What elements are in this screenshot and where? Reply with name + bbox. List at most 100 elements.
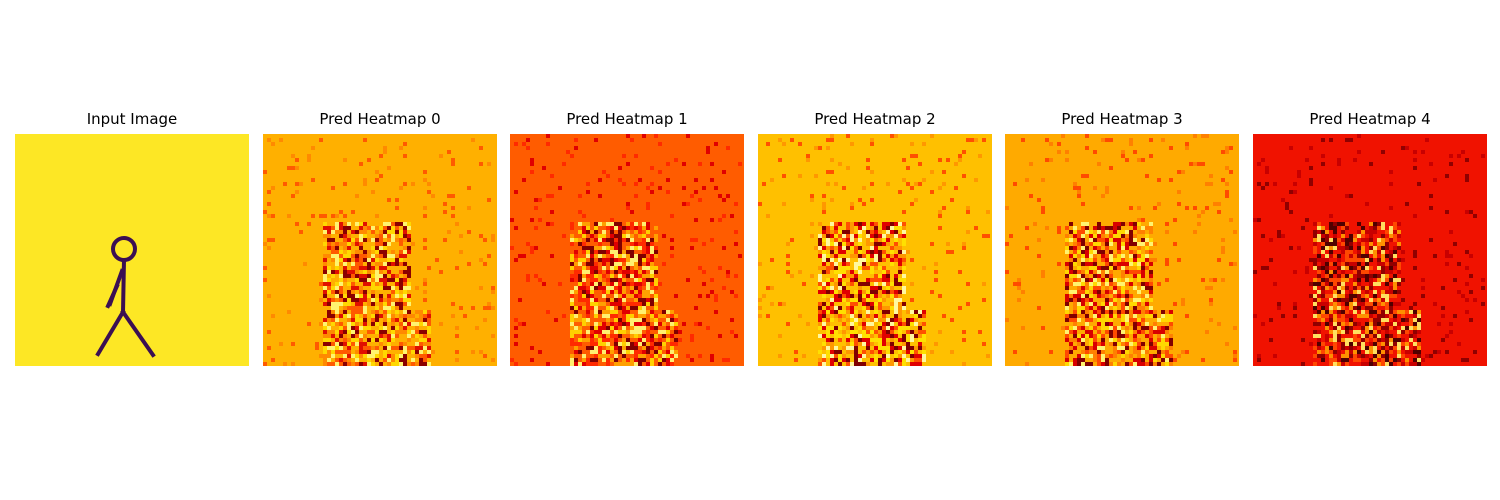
heatmap-cell [1413, 254, 1417, 258]
heatmap-cell [918, 326, 922, 330]
heatmap-cell [1161, 326, 1165, 330]
heatmap-cell [359, 162, 363, 166]
heatmap-cell [726, 358, 730, 362]
heatmap-cell [1149, 314, 1153, 318]
heatmap-cell [327, 282, 331, 286]
heatmap-cell [295, 182, 299, 186]
heatmap-cell [1077, 302, 1081, 306]
heatmap-cell [646, 302, 650, 306]
heatmap-cell [822, 210, 826, 214]
heatmap-cell [826, 338, 830, 342]
heatmap-cell [858, 238, 862, 242]
heatmap-cell [646, 290, 650, 294]
heatmap-cell [1449, 154, 1453, 158]
heatmap-cell [886, 342, 890, 346]
heatmap-cell [594, 138, 598, 142]
heatmap-cell [1081, 334, 1085, 338]
heatmap-cell [1005, 318, 1009, 322]
heatmap-cell [670, 322, 674, 326]
heatmap-cell [622, 286, 626, 290]
heatmap-cell [826, 242, 830, 246]
heatmap-cell [351, 294, 355, 298]
heatmap-cell [854, 222, 858, 226]
heatmap-cell [662, 346, 666, 350]
heatmap-cell [770, 258, 774, 262]
heatmap-cell [1093, 302, 1097, 306]
heatmap-cell [642, 318, 646, 322]
heatmap-cell [1373, 230, 1377, 234]
heatmap-cell [351, 342, 355, 346]
heatmap-cell [1381, 342, 1385, 346]
heatmap-cell [1173, 302, 1177, 306]
heatmap-cell [858, 310, 862, 314]
heatmap-cell [590, 234, 594, 238]
heatmap-cell [1153, 314, 1157, 318]
heatmap-cell [479, 350, 483, 354]
heatmap-cell [1221, 150, 1225, 154]
heatmap-cell [367, 266, 371, 270]
heatmap-cell [331, 350, 335, 354]
heatmap-cell [822, 246, 826, 250]
heatmap-cell [371, 238, 375, 242]
heatmap-cell [1125, 298, 1129, 302]
heatmap-cell [331, 186, 335, 190]
heatmap-cell [351, 258, 355, 262]
heatmap-cell [602, 350, 606, 354]
heatmap-cell [1133, 226, 1137, 230]
heatmap-cell [363, 282, 367, 286]
heatmap-cell [874, 350, 878, 354]
heatmap-cell [1413, 150, 1417, 154]
heatmap-cell [838, 318, 842, 322]
heatmap-cell [726, 194, 730, 198]
heatmap-cell [870, 270, 874, 274]
heatmap-cell [1413, 362, 1417, 366]
heatmap-cell [578, 290, 582, 294]
heatmap-cell [1133, 222, 1137, 226]
heatmap-cell [327, 318, 331, 322]
heatmap-cell [574, 254, 578, 258]
heatmap-cell [654, 322, 658, 326]
heatmap-cell [1145, 266, 1149, 270]
heatmap-cell [423, 314, 427, 318]
heatmap-cell [670, 310, 674, 314]
heatmap-cell [630, 314, 634, 318]
heatmap-cell [1341, 290, 1345, 294]
heatmap-cell [1409, 322, 1413, 326]
heatmap-cell [634, 298, 638, 302]
heatmap-cell [1125, 362, 1129, 366]
heatmap-cell [982, 138, 986, 142]
heatmap-cell [1397, 350, 1401, 354]
heatmap-cell [1321, 314, 1325, 318]
heatmap-cell [1129, 270, 1133, 274]
heatmap-cell [1305, 158, 1309, 162]
heatmap-cell [614, 346, 618, 350]
heatmap-cell [1085, 270, 1089, 274]
heatmap-cell [1401, 310, 1405, 314]
heatmap-cell [634, 154, 638, 158]
heatmap-cell [1389, 258, 1393, 262]
heatmap-cell [594, 270, 598, 274]
heatmap-cell [355, 310, 359, 314]
heatmap-cell [1153, 362, 1157, 366]
heatmap-cell [618, 238, 622, 242]
heatmap-cell [1385, 254, 1389, 258]
heatmap-cell [1093, 286, 1097, 290]
heatmap-cell [371, 302, 375, 306]
heatmap-cell [323, 258, 327, 262]
heatmap-cell [391, 314, 395, 318]
heatmap-cell [1141, 262, 1145, 266]
heatmap-cell [1357, 262, 1361, 266]
heatmap-cell [846, 282, 850, 286]
heatmap-cell [654, 234, 658, 238]
pred-heatmap-1 [510, 134, 744, 366]
heatmap-cell [666, 350, 670, 354]
heatmap-cell [1361, 346, 1365, 350]
heatmap-cell [854, 318, 858, 322]
heatmap-cell [1313, 222, 1317, 226]
heatmap-cell [630, 306, 634, 310]
heatmap-cell [610, 282, 614, 286]
heatmap-cell [646, 362, 650, 366]
heatmap-cell [1157, 354, 1161, 358]
heatmap-cell [375, 298, 379, 302]
heatmap-cell [1077, 298, 1081, 302]
